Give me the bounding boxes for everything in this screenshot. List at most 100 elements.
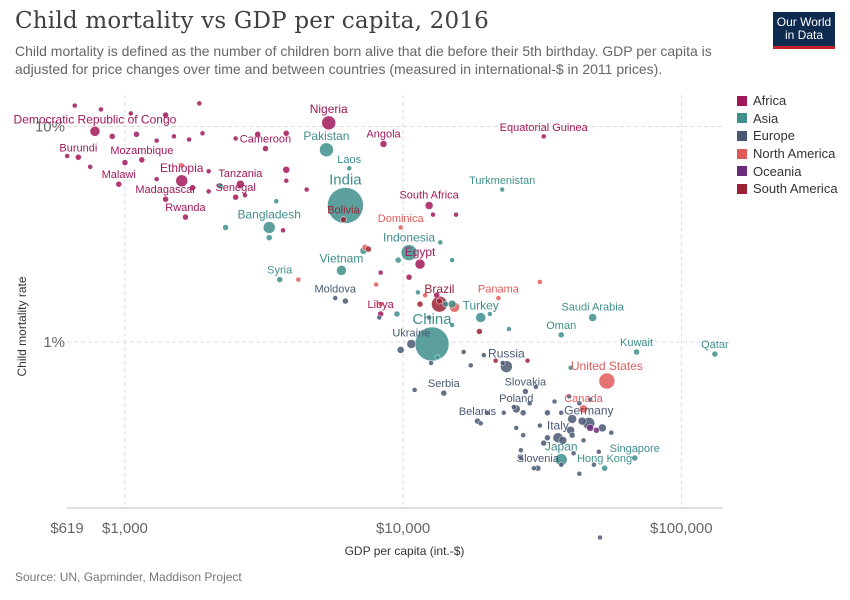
data-point[interactable] [71, 102, 78, 109]
point-mozambique[interactable] [138, 156, 146, 164]
point-moldova[interactable] [332, 295, 338, 301]
point-cameroon[interactable] [262, 145, 269, 152]
data-point[interactable] [487, 311, 493, 317]
point-burundi[interactable] [75, 154, 82, 161]
data-point[interactable] [283, 178, 289, 184]
data-point[interactable] [377, 269, 384, 276]
data-point[interactable] [121, 159, 129, 166]
point-bolivia[interactable] [340, 216, 347, 223]
data-point[interactable] [576, 400, 583, 407]
data-point[interactable] [189, 184, 196, 191]
data-point[interactable] [576, 471, 583, 477]
data-point[interactable] [434, 354, 441, 361]
data-point[interactable] [128, 110, 134, 117]
data-point[interactable] [280, 227, 286, 234]
data-point[interactable] [567, 414, 577, 424]
data-point[interactable] [513, 425, 519, 431]
data-point[interactable] [449, 257, 455, 263]
data-points[interactable] [64, 100, 719, 541]
data-point[interactable] [526, 400, 533, 407]
point-vietnam[interactable] [336, 265, 347, 276]
data-point[interactable] [568, 431, 576, 439]
data-point[interactable] [558, 410, 564, 416]
data-point[interactable] [531, 465, 537, 471]
data-point[interactable] [108, 133, 116, 140]
point-saudi-arabia[interactable] [588, 313, 597, 322]
data-point[interactable] [518, 455, 524, 461]
data-point[interactable] [422, 292, 428, 298]
data-point[interactable] [199, 130, 206, 137]
point-kuwait[interactable] [633, 348, 640, 356]
data-point[interactable] [365, 245, 372, 253]
data-point[interactable] [205, 168, 212, 175]
point-syria[interactable] [276, 276, 283, 283]
data-point[interactable] [447, 299, 457, 309]
data-point[interactable] [178, 162, 185, 169]
point-serbia[interactable] [440, 389, 448, 397]
data-point[interactable] [593, 427, 600, 434]
point-pakistan[interactable] [319, 142, 334, 158]
point-senegal[interactable] [232, 193, 239, 201]
data-point[interactable] [415, 289, 421, 296]
point-angola[interactable] [379, 140, 388, 148]
data-point[interactable] [273, 198, 280, 205]
point-dominica[interactable] [397, 224, 404, 231]
our-world-in-data-logo[interactable]: Our World in Data [773, 12, 835, 49]
data-point[interactable] [133, 131, 140, 138]
point-madagascar[interactable] [162, 195, 169, 203]
legend-item-africa[interactable]: Africa [737, 92, 838, 110]
data-point[interactable] [453, 211, 459, 218]
data-point[interactable] [242, 192, 248, 198]
data-point[interactable] [430, 211, 436, 218]
data-point[interactable] [377, 301, 384, 307]
data-point[interactable] [411, 387, 418, 393]
data-point[interactable] [303, 186, 310, 193]
data-point[interactable] [540, 439, 547, 447]
legend-item-europe[interactable]: Europe [737, 127, 838, 145]
data-point[interactable] [282, 130, 290, 137]
data-point[interactable] [566, 393, 572, 400]
point-canada[interactable] [579, 404, 588, 414]
data-point[interactable] [511, 404, 517, 410]
data-point[interactable] [518, 447, 524, 454]
legend[interactable]: Africa Asia Europe North America Oceania… [737, 92, 838, 198]
data-point[interactable] [282, 166, 290, 174]
point-qatar[interactable] [711, 350, 719, 358]
data-point[interactable] [492, 357, 499, 364]
data-point[interactable] [481, 352, 487, 358]
data-point[interactable] [396, 346, 405, 354]
data-point[interactable] [394, 256, 402, 264]
data-point[interactable] [216, 182, 224, 190]
data-point[interactable] [499, 360, 506, 366]
data-point[interactable] [295, 276, 302, 283]
point-egypt[interactable] [414, 258, 426, 270]
data-point[interactable] [587, 397, 593, 403]
data-point[interactable] [597, 534, 603, 541]
data-point[interactable] [586, 424, 594, 432]
data-point[interactable] [524, 357, 531, 364]
data-point[interactable] [64, 153, 70, 159]
data-point[interactable] [416, 300, 424, 308]
data-point[interactable] [608, 429, 615, 436]
data-point[interactable] [222, 224, 229, 231]
point-turkmenistan[interactable] [499, 186, 505, 193]
data-point[interactable] [205, 188, 212, 195]
data-point[interactable] [567, 365, 574, 371]
data-point[interactable] [87, 164, 93, 170]
point-democratic-republic-of-congo[interactable] [89, 126, 101, 137]
point-panama[interactable] [495, 295, 502, 301]
data-point[interactable] [433, 291, 440, 299]
data-point[interactable] [460, 349, 467, 355]
point-indonesia[interactable] [400, 244, 418, 261]
data-point[interactable] [519, 409, 527, 417]
point-laos[interactable] [346, 165, 352, 172]
data-point[interactable] [533, 384, 539, 390]
data-point[interactable] [171, 133, 177, 140]
legend-item-north-america[interactable]: North America [737, 145, 838, 163]
point-oman[interactable] [557, 331, 565, 339]
point-slovakia[interactable] [522, 388, 529, 395]
data-point[interactable] [437, 239, 444, 246]
point-united-states[interactable] [598, 372, 616, 390]
data-point[interactable] [476, 328, 483, 335]
data-point[interactable] [376, 314, 382, 321]
